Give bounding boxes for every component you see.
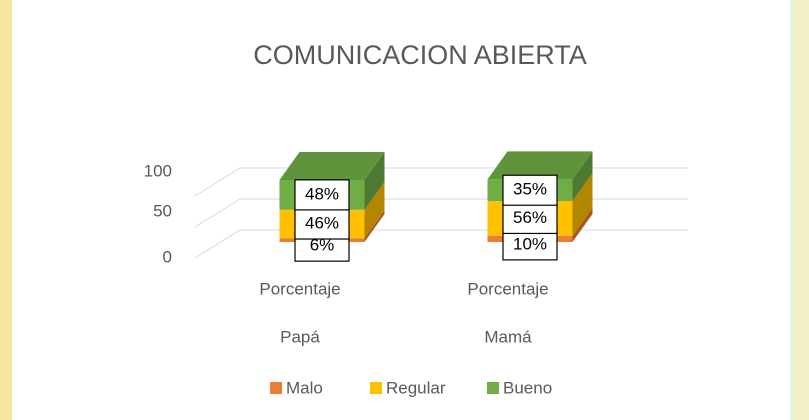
legend-label: Bueno — [503, 378, 552, 397]
x-group-label: Mamá — [484, 327, 532, 346]
bar-side — [364, 210, 385, 242]
legend-swatch — [270, 382, 282, 394]
bar-side — [364, 181, 385, 239]
border-decoration — [792, 0, 809, 420]
y-tick-label: 50 — [153, 201, 172, 220]
value-label: 46% — [305, 214, 339, 233]
bar-top — [279, 152, 385, 180]
legend-swatch — [370, 382, 382, 394]
border-decoration — [0, 0, 14, 420]
legend-swatch — [487, 382, 499, 394]
bar-side — [572, 151, 593, 202]
value-label: 10% — [513, 234, 547, 253]
value-label: 56% — [513, 208, 547, 227]
value-label-box — [294, 208, 350, 240]
value-label-box — [502, 202, 558, 235]
value-label: 35% — [513, 180, 547, 199]
chart-area — [12, 0, 790, 420]
bar-side — [572, 173, 593, 236]
value-label: 48% — [305, 184, 339, 203]
bar-side — [572, 207, 593, 242]
bar-side — [364, 152, 385, 210]
y-tick-label: 0 — [163, 247, 172, 266]
x-group-label: Papá — [280, 327, 320, 346]
chart-title: COMUNICACION ABIERTA — [253, 40, 587, 70]
value-label: 6% — [310, 236, 335, 255]
legend-label: Malo — [286, 378, 323, 397]
legend-label: Regular — [386, 378, 446, 397]
x-tick-label: Porcentaje — [467, 279, 548, 298]
value-label-box — [502, 229, 558, 261]
x-tick-label: Porcentaje — [259, 279, 340, 298]
value-label-box — [502, 174, 558, 206]
value-label-box — [294, 179, 350, 211]
bar-top — [487, 151, 593, 180]
y-tick-label: 100 — [144, 161, 172, 180]
